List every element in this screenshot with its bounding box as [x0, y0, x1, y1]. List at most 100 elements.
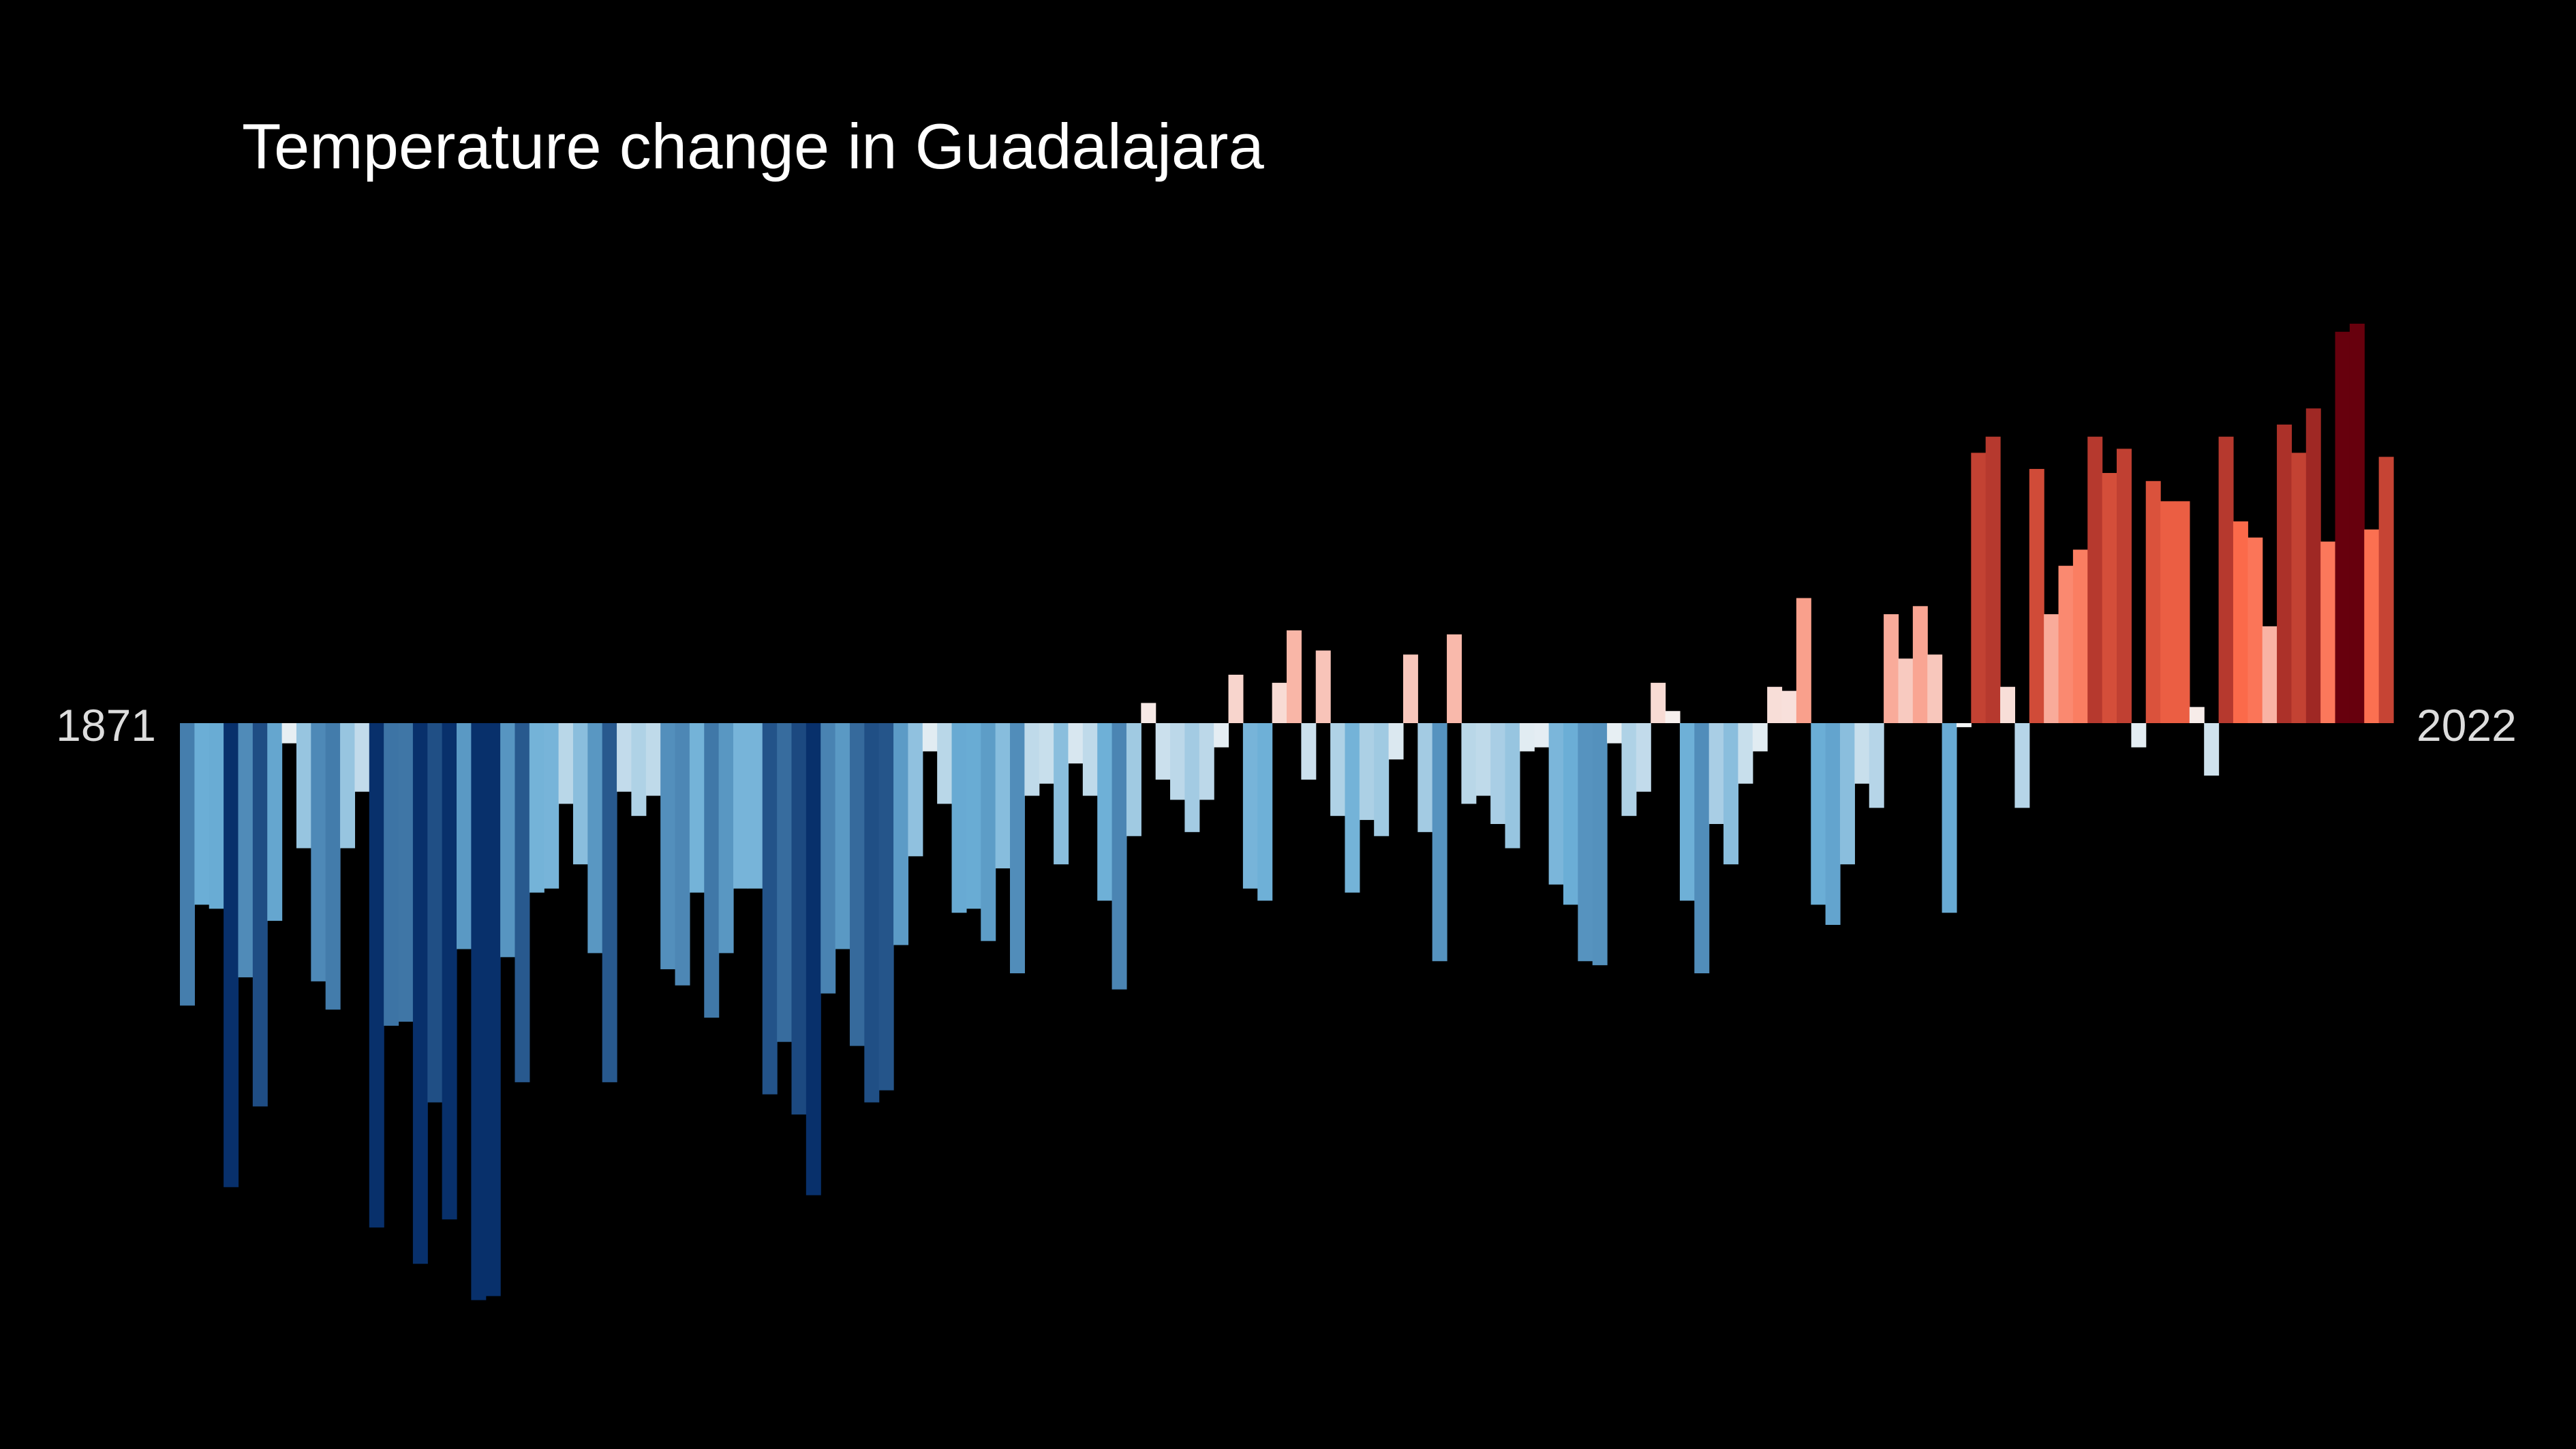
bar-2022: [2378, 457, 2394, 723]
bar-1941: [1199, 723, 1214, 800]
bar-1980: [1767, 686, 1783, 723]
bar-2010: [2204, 723, 2220, 776]
bar-1917: [849, 723, 865, 1046]
bar-1960: [1475, 723, 1491, 796]
bar-2003: [2102, 472, 2117, 723]
bar-2020: [2349, 323, 2365, 723]
bar-1950: [1330, 723, 1346, 817]
bar-1970: [1621, 723, 1637, 817]
bar-2012: [2233, 521, 2248, 723]
bar-1945: [1257, 723, 1273, 901]
bar-1947: [1287, 630, 1302, 723]
bar-1929: [1024, 723, 1040, 796]
bar-1878: [281, 723, 297, 744]
chart-title: Temperature change in Guadalajara: [242, 110, 1264, 182]
bar-1909: [733, 723, 748, 889]
bar-1903: [645, 723, 661, 796]
bar-1888: [427, 723, 443, 1103]
bar-1982: [1796, 598, 1811, 723]
bar-1923: [937, 723, 953, 804]
bar-1987: [1869, 723, 1884, 808]
bar-1885: [384, 723, 399, 1026]
bar-1893: [500, 723, 516, 958]
bar-1922: [922, 723, 938, 752]
bar-1940: [1184, 723, 1200, 832]
bar-1899: [587, 723, 603, 954]
bar-1990: [1912, 606, 1928, 723]
bar-1916: [835, 723, 850, 949]
bar-1934: [1097, 723, 1113, 901]
bar-2001: [2072, 549, 2088, 723]
bar-1876: [252, 723, 268, 1107]
bar-1883: [354, 723, 370, 792]
bar-1946: [1272, 682, 1287, 723]
bar-1894: [515, 723, 530, 1082]
bar-2005: [2131, 723, 2147, 748]
bar-1913: [791, 723, 807, 1115]
bar-1961: [1490, 723, 1506, 824]
bar-1933: [1082, 723, 1098, 796]
bar-1979: [1752, 723, 1768, 752]
bar-1967: [1578, 723, 1593, 962]
bar-2018: [2320, 541, 2336, 723]
bar-2017: [2305, 408, 2321, 723]
bar-2015: [2277, 424, 2293, 723]
bar-1912: [777, 723, 793, 1042]
bar-1949: [1315, 650, 1331, 723]
bar-1932: [1068, 723, 1084, 764]
bar-1884: [369, 723, 384, 1227]
bar-1882: [340, 723, 356, 849]
bar-1974: [1679, 723, 1695, 901]
bar-2002: [2087, 436, 2103, 723]
bar-1908: [718, 723, 734, 954]
bar-1971: [1636, 723, 1651, 792]
bar-1953: [1374, 723, 1390, 836]
bar-1998: [2029, 469, 2044, 723]
bar-1948: [1301, 723, 1317, 780]
bars-group: [180, 323, 2394, 1300]
end-year-label: 2022: [2417, 700, 2517, 750]
bar-2013: [2248, 537, 2263, 723]
bar-2021: [2364, 529, 2380, 723]
bar-1978: [1738, 723, 1753, 784]
bar-1994: [1971, 453, 1987, 723]
bar-1942: [1214, 723, 1229, 748]
bar-1997: [2014, 723, 2030, 808]
bar-1957: [1432, 723, 1447, 962]
bar-1939: [1170, 723, 1186, 800]
bar-1910: [748, 723, 763, 889]
bar-1975: [1694, 723, 1710, 974]
bar-1925: [966, 723, 981, 909]
bar-1954: [1388, 723, 1404, 760]
bar-2007: [2160, 501, 2176, 723]
bar-1920: [893, 723, 909, 945]
bar-1914: [806, 723, 821, 1195]
bar-1900: [602, 723, 617, 1082]
bar-1890: [457, 723, 472, 949]
bar-1955: [1402, 654, 1418, 723]
bar-1897: [558, 723, 574, 804]
bar-1968: [1592, 723, 1608, 966]
bar-1988: [1884, 614, 1899, 723]
bar-1973: [1665, 711, 1681, 723]
bar-1928: [1010, 723, 1025, 974]
bar-1875: [238, 723, 254, 977]
bar-1966: [1563, 723, 1578, 905]
bar-1977: [1723, 723, 1739, 865]
bar-1996: [2000, 686, 2016, 723]
bar-1964: [1534, 723, 1550, 748]
bar-1956: [1417, 723, 1433, 832]
bar-1986: [1854, 723, 1870, 784]
bar-1895: [529, 723, 545, 893]
bar-1936: [1126, 723, 1141, 836]
bar-2009: [2189, 707, 2205, 723]
bar-1871: [180, 723, 195, 1006]
bar-1921: [908, 723, 923, 857]
bar-1989: [1898, 658, 1914, 723]
bar-1881: [325, 723, 341, 1010]
bar-1919: [878, 723, 894, 1090]
bar-2019: [2335, 331, 2350, 723]
bar-1931: [1054, 723, 1069, 865]
bar-1958: [1447, 634, 1462, 723]
